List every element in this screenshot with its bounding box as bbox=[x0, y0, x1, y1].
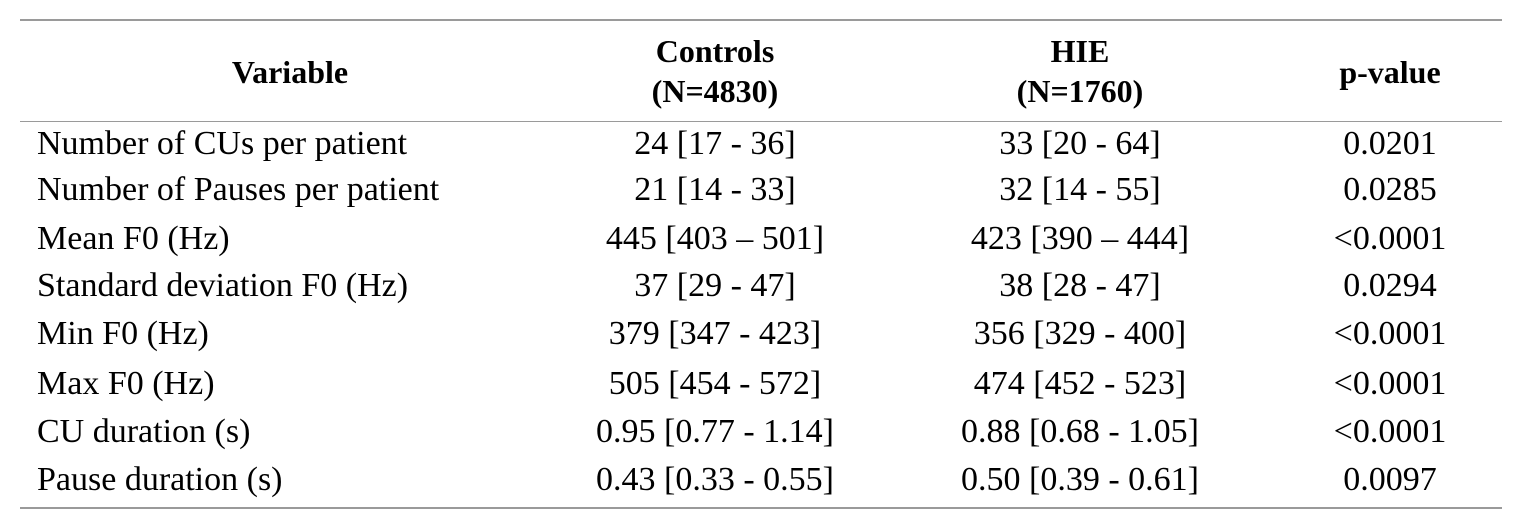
table-row: Max F0 (Hz) 505 [454 - 572] 474 [452 - 5… bbox=[0, 360, 1526, 408]
cell-variable: Standard deviation F0 (Hz) bbox=[37, 267, 409, 304]
header-hie: HIE (N=1760) bbox=[915, 31, 1245, 111]
header-controls-count: (N=4830) bbox=[651, 73, 779, 109]
header-controls-label: Controls bbox=[655, 33, 775, 69]
cell-variable: Mean F0 (Hz) bbox=[37, 220, 230, 257]
header-pvalue: p-value bbox=[1290, 52, 1490, 92]
table-bottom-rule bbox=[20, 507, 1502, 509]
cell-hie: 0.50 [0.39 - 0.61] bbox=[961, 461, 1199, 498]
cell-variable: Number of Pauses per patient bbox=[37, 171, 440, 208]
cell-hie: 32 [14 - 55] bbox=[999, 171, 1161, 208]
cell-pvalue: 0.0294 bbox=[1343, 267, 1437, 304]
cell-controls: 37 [29 - 47] bbox=[634, 267, 796, 304]
cell-variable: Pause duration (s) bbox=[37, 461, 283, 498]
cell-controls: 21 [14 - 33] bbox=[634, 171, 796, 208]
table-row: Pause duration (s) 0.43 [0.33 - 0.55] 0.… bbox=[0, 456, 1526, 504]
cell-controls: 379 [347 - 423] bbox=[608, 315, 822, 352]
cell-pvalue: <0.0001 bbox=[1333, 413, 1447, 450]
cell-hie: 423 [390 – 444] bbox=[970, 220, 1190, 257]
cell-variable: CU duration (s) bbox=[37, 413, 251, 450]
table-header-rule bbox=[20, 121, 1502, 122]
cell-controls: 445 [403 – 501] bbox=[605, 220, 825, 257]
table-row: Standard deviation F0 (Hz) 37 [29 - 47] … bbox=[0, 262, 1526, 310]
cell-hie: 474 [452 - 523] bbox=[973, 365, 1187, 402]
cell-controls: 24 [17 - 36] bbox=[634, 125, 796, 162]
cell-pvalue: 0.0285 bbox=[1343, 171, 1437, 208]
cell-pvalue: <0.0001 bbox=[1333, 315, 1447, 352]
cell-hie: 356 [329 - 400] bbox=[973, 315, 1187, 352]
header-hie-count: (N=1760) bbox=[1016, 73, 1144, 109]
header-variable: Variable bbox=[130, 52, 450, 92]
table-row: Mean F0 (Hz) 445 [403 – 501] 423 [390 – … bbox=[0, 215, 1526, 263]
cell-hie: 33 [20 - 64] bbox=[999, 125, 1161, 162]
cell-hie: 0.88 [0.68 - 1.05] bbox=[961, 413, 1199, 450]
cell-controls: 0.43 [0.33 - 0.55] bbox=[596, 461, 834, 498]
cell-pvalue: <0.0001 bbox=[1333, 365, 1447, 402]
cell-variable: Min F0 (Hz) bbox=[37, 315, 209, 352]
table-row: CU duration (s) 0.95 [0.77 - 1.14] 0.88 … bbox=[0, 408, 1526, 456]
table-top-rule bbox=[20, 19, 1502, 21]
cell-controls: 0.95 [0.77 - 1.14] bbox=[596, 413, 834, 450]
cell-pvalue: 0.0097 bbox=[1343, 461, 1437, 498]
table-row: Number of CUs per patient 24 [17 - 36] 3… bbox=[0, 120, 1526, 168]
header-hie-label: HIE bbox=[1050, 33, 1110, 69]
cell-hie: 38 [28 - 47] bbox=[999, 267, 1161, 304]
header-pvalue-label: p-value bbox=[1339, 54, 1441, 90]
cell-controls: 505 [454 - 572] bbox=[608, 365, 822, 402]
cell-variable: Number of CUs per patient bbox=[37, 125, 408, 162]
cell-variable: Max F0 (Hz) bbox=[37, 365, 215, 402]
table-row: Min F0 (Hz) 379 [347 - 423] 356 [329 - 4… bbox=[0, 310, 1526, 358]
cell-pvalue: <0.0001 bbox=[1333, 220, 1447, 257]
header-controls: Controls (N=4830) bbox=[550, 31, 880, 111]
cell-pvalue: 0.0201 bbox=[1343, 125, 1437, 162]
table-row: Number of Pauses per patient 21 [14 - 33… bbox=[0, 166, 1526, 214]
header-variable-label: Variable bbox=[231, 54, 349, 90]
